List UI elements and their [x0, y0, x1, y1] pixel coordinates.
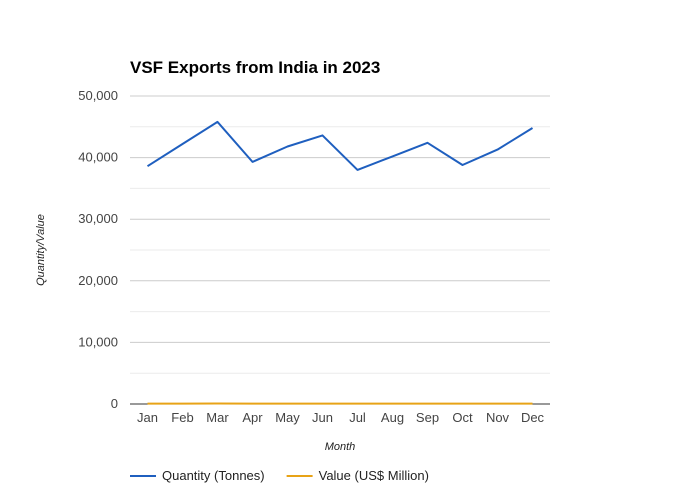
x-tick-label: Oct — [452, 410, 473, 425]
legend-label: Quantity (Tonnes) — [162, 468, 265, 483]
x-axis-ticks: Jan Feb Mar Apr May Jun Jul Aug Sep Oct Nov Dec — [137, 410, 545, 425]
x-tick-label: Jan — [137, 410, 158, 425]
x-axis-label: Month — [325, 441, 356, 453]
x-tick-label: May — [275, 410, 300, 425]
x-tick-label: Feb — [171, 410, 193, 425]
x-tick-label: Dec — [521, 410, 545, 425]
y-axis-ticks: 0 10,000 20,000 30,000 40,000 50,000 — [78, 88, 118, 411]
y-tick-label: 20,000 — [78, 273, 118, 288]
series-lines — [146, 120, 534, 405]
legend-label: Value (US$ Million) — [319, 468, 429, 483]
legend: Quantity (Tonnes) Value (US$ Million) — [130, 468, 429, 483]
x-tick-label: Apr — [242, 410, 263, 425]
y-tick-label: 10,000 — [78, 334, 118, 349]
y-tick-label: 50,000 — [78, 88, 118, 103]
series-line — [146, 120, 534, 171]
x-tick-label: Aug — [381, 410, 404, 425]
y-tick-label: 30,000 — [78, 211, 118, 226]
x-tick-label: Mar — [206, 410, 229, 425]
y-axis-label: Quantity/Value — [35, 214, 47, 286]
x-tick-label: Nov — [486, 410, 510, 425]
chart-title: VSF Exports from India in 2023 — [130, 58, 380, 77]
x-tick-label: Sep — [416, 410, 439, 425]
gridlines — [130, 95, 550, 374]
y-tick-label: 40,000 — [78, 150, 118, 165]
x-tick-label: Jul — [349, 410, 366, 425]
x-tick-label: Jun — [312, 410, 333, 425]
y-tick-label: 0 — [111, 396, 118, 411]
